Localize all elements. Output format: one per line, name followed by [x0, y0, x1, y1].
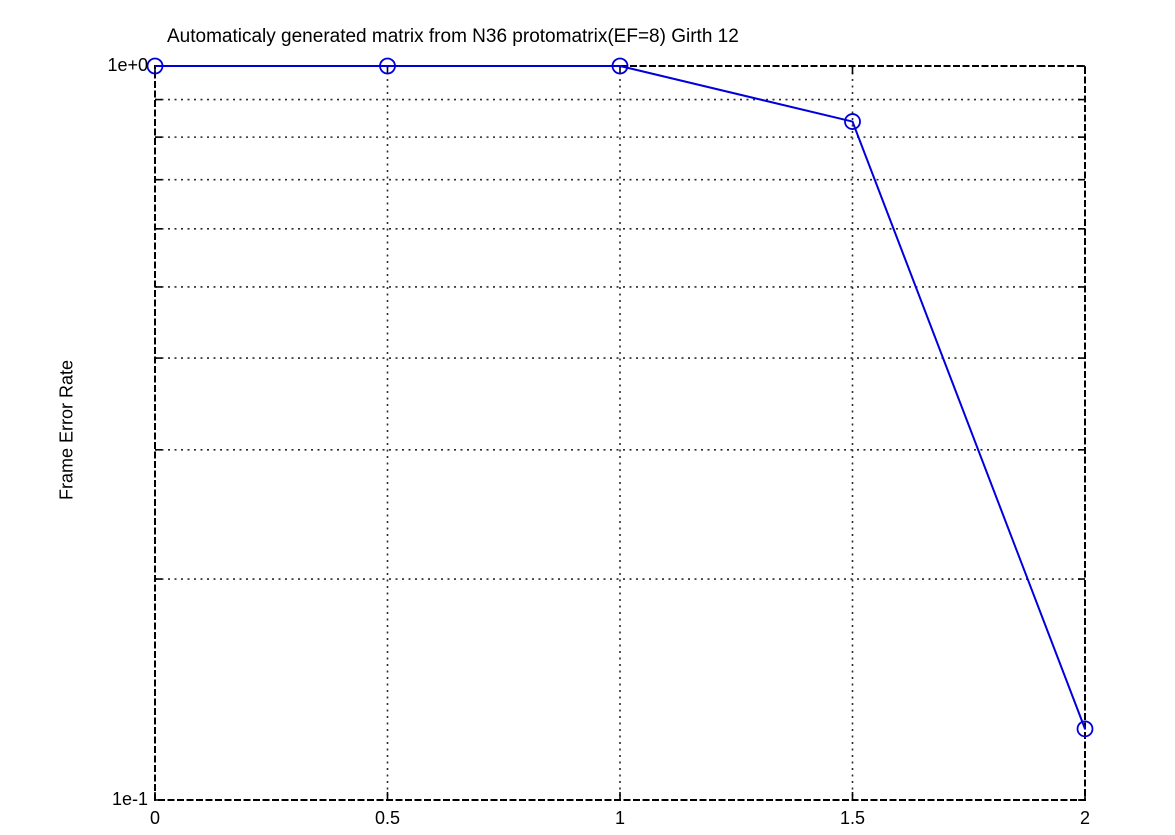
data-line	[155, 65, 1086, 730]
x-tick-label: 1	[614, 808, 626, 828]
y-tick-label: 1e-1	[111, 789, 148, 809]
y-axis-label: Frame Error Rate	[56, 359, 77, 501]
x-tick-label: 0.5	[374, 808, 401, 828]
x-tick-label: 0	[149, 808, 161, 828]
data-point-marker	[844, 113, 861, 130]
data-point-marker	[1076, 720, 1094, 738]
data-point-marker	[611, 57, 629, 75]
x-tick-label: 2	[1079, 808, 1091, 828]
y-tick-label: 1e+0	[107, 55, 148, 75]
plot-border	[154, 65, 1086, 801]
chart-title: Automaticaly generated matrix from N36 p…	[167, 26, 739, 47]
data-point-marker	[146, 57, 164, 75]
x-tick-label: 1.5	[839, 808, 866, 828]
data-point-marker	[379, 57, 396, 75]
